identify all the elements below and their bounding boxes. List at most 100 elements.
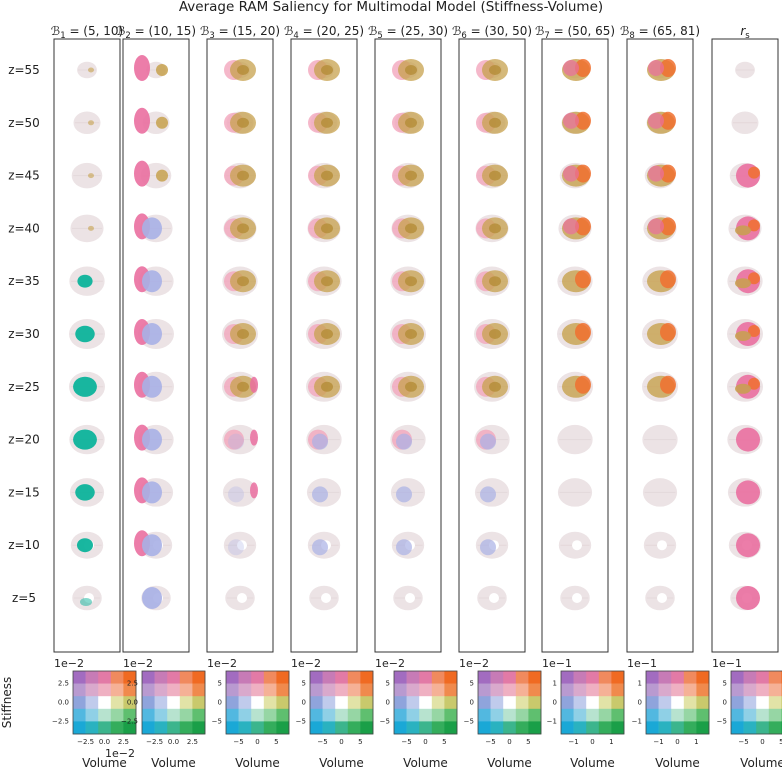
cmap-cell	[419, 671, 433, 684]
x-axis-title: Volume	[403, 756, 448, 770]
lavender-region	[142, 375, 162, 398]
cmap-cell	[360, 671, 374, 684]
cmap-cell	[768, 671, 782, 684]
cmap-cell	[394, 671, 407, 684]
x-axis-title: Volume	[570, 756, 615, 770]
cmap-cell	[683, 683, 697, 697]
cmap-cell	[671, 708, 685, 722]
cmap-cell	[263, 671, 277, 684]
column-headers: ℬ1 = (5, 10)ℬ2 = (10, 15) ℬ3 = (15, 20) ℬ4…	[51, 24, 750, 41]
cmap-cell	[251, 721, 265, 735]
cmap-cell	[347, 708, 361, 722]
orange-region	[748, 377, 760, 390]
x-tick-label: 5	[274, 738, 278, 746]
y-tick-label: −5	[296, 717, 306, 725]
cmap-cell	[251, 683, 265, 697]
olive-region	[735, 278, 751, 289]
cmap-legend: 1e−2 2.5 0.0 −2.5 −2.5 0.0 2.5 Volume	[121, 657, 206, 770]
cmap-cell	[731, 671, 744, 684]
cmap-cell	[671, 671, 685, 684]
teal-region	[77, 538, 93, 553]
cmap-cell	[696, 671, 710, 684]
lavender-region	[396, 433, 412, 450]
y-scale-label: 1e−2	[375, 657, 405, 670]
cmap-cell	[611, 671, 625, 684]
x-tick-label: −5	[738, 738, 748, 746]
x-axis-title: Volume	[235, 756, 280, 770]
cmap-cell	[561, 696, 574, 710]
cmap-cell	[731, 683, 744, 697]
olive-region	[237, 276, 249, 287]
pink-region	[736, 533, 760, 558]
x-tick-label: 0	[339, 738, 343, 746]
y-tick-label: 0	[553, 699, 557, 707]
cmap-cell	[528, 721, 542, 735]
cmap-cell	[360, 721, 374, 735]
cmap-legend: 1e−22.50.0−2.5−2.5 0.0 2.51e−2VolumeStiffn…	[0, 657, 137, 770]
cmap-cell	[263, 696, 277, 710]
cmap-legend: 1e−2 5 0 −5 −5 0 5 Volume	[375, 657, 458, 770]
y-tick-label: 5	[470, 680, 474, 688]
cmap-cell	[110, 721, 124, 735]
cmap-cell	[598, 721, 612, 735]
cmap-cell	[167, 671, 181, 684]
cmap-cell	[154, 696, 168, 710]
olive-region	[405, 117, 417, 128]
cmap-cell	[226, 683, 239, 697]
cmap-cell	[110, 708, 124, 722]
y-tick-label: −5	[717, 717, 727, 725]
olive-region	[237, 170, 249, 181]
y-tick-label: −5	[380, 717, 390, 725]
lavender-region	[142, 270, 162, 293]
pink-region	[134, 107, 150, 134]
cmap-cell	[515, 721, 529, 735]
cmap-cell	[528, 708, 542, 722]
y-scale-label: 1e−1	[627, 657, 657, 670]
cmap-cell	[142, 721, 155, 735]
cmap-cell	[573, 683, 587, 697]
cmap-cell	[768, 683, 782, 697]
cmap-cell	[586, 671, 600, 684]
cmap-cell	[276, 721, 290, 735]
slice-label: z=40	[8, 221, 40, 235]
cmap-cell	[490, 696, 504, 710]
x-tick-label: 0.0	[168, 738, 179, 746]
cmap-cell	[226, 696, 239, 710]
x-scale-label: 1e−2	[105, 747, 135, 760]
cmap-cell	[238, 683, 252, 697]
y-tick-label: 5	[386, 680, 390, 688]
olive-region	[735, 331, 751, 341]
cmap-cell	[310, 671, 323, 684]
cmap-cell	[347, 696, 361, 710]
cmap-cell	[515, 696, 529, 710]
cmap-cell	[573, 721, 587, 735]
x-tick-label: 5	[526, 738, 530, 746]
figure-title: Average RAM Saliency for Multimodal Mode…	[179, 0, 603, 15]
olive-region	[321, 170, 333, 181]
x-tick-label: 0	[760, 738, 764, 746]
cmap-cell	[179, 721, 193, 735]
cmap-cell	[123, 683, 137, 697]
x-axis-title: Volume	[487, 756, 532, 770]
y-tick-label: 0	[218, 699, 222, 707]
cmap-cell	[142, 696, 155, 710]
y-scale-label: 1e−1	[712, 657, 742, 670]
x-tick-label: −5	[401, 738, 411, 746]
cmap-cell	[73, 721, 86, 735]
cmap-cell	[478, 671, 491, 684]
lavender-region	[228, 486, 244, 503]
orange-region	[660, 59, 676, 77]
olive-region	[156, 64, 168, 76]
cmap-cell	[263, 683, 277, 697]
cmap-cell	[743, 721, 757, 735]
olive-region	[489, 117, 501, 128]
pink-region	[563, 112, 579, 129]
cmap-cell	[528, 671, 542, 684]
orange-region	[748, 166, 760, 179]
orange-region	[660, 164, 676, 183]
slice-label: z=20	[8, 433, 40, 447]
lavender-region	[142, 587, 162, 609]
cmap-cell	[192, 671, 206, 684]
cmap-cell	[586, 696, 600, 710]
